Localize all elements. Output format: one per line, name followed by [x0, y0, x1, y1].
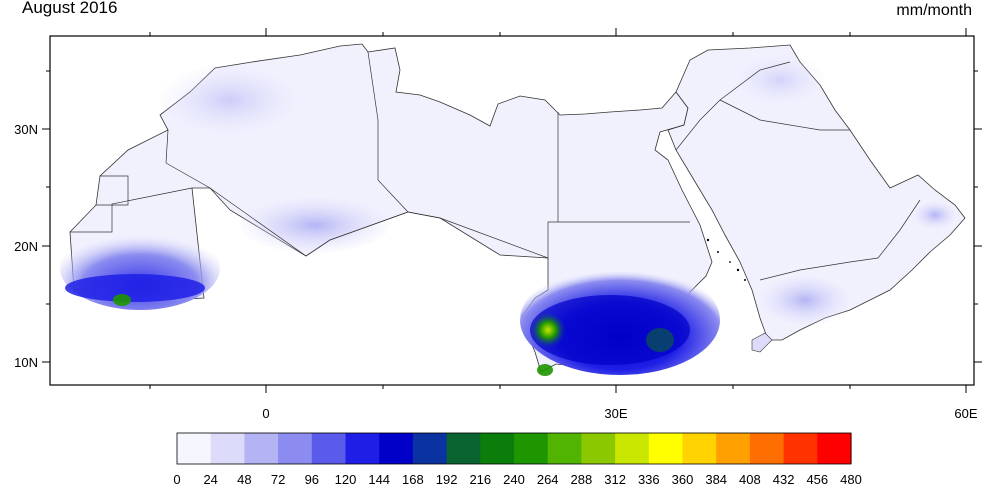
- lon-label-0: 0: [262, 406, 269, 421]
- colorbar-label: 408: [739, 472, 761, 486]
- colorbar-swatch: [311, 433, 347, 464]
- colorbar-label: 288: [571, 472, 593, 486]
- lat-label-20n: 20N: [14, 239, 38, 254]
- colorbar-label: 144: [368, 472, 390, 486]
- colorbar: 0 24 48 72 96 120 144 168 192 216 240 264 288 312 336 3…: [173, 432, 862, 486]
- colorbar-swatch: [278, 433, 313, 464]
- colorbar-swatches: [177, 433, 852, 464]
- colorbar-swatch: [412, 433, 448, 464]
- colorbar-label: 216: [469, 472, 491, 486]
- colorbar-swatch: [177, 433, 212, 464]
- colorbar-label: 456: [806, 472, 828, 486]
- colorbar-swatch: [817, 433, 852, 464]
- colorbar-label: 312: [604, 472, 626, 486]
- colorbar-label: 96: [305, 472, 319, 486]
- colorbar-swatch: [547, 433, 582, 464]
- lon-label-60e: 60E: [954, 406, 977, 421]
- map-title: August 2016: [22, 0, 118, 17]
- colorbar-labels: 0 24 48 72 96 120 144 168 192 216 240 264 288 312 336 3…: [173, 472, 861, 486]
- colorbar-label: 120: [335, 472, 357, 486]
- colorbar-label: 192: [436, 472, 458, 486]
- colorbar-swatch: [682, 433, 717, 464]
- colorbar-swatch: [749, 433, 785, 464]
- colorbar-swatch: [244, 433, 279, 464]
- colorbar-label: 24: [203, 472, 217, 486]
- colorbar-swatch: [345, 433, 380, 464]
- lat-label-30n: 30N: [14, 122, 38, 137]
- colorbar-label: 168: [402, 472, 424, 486]
- colorbar-label: 336: [638, 472, 660, 486]
- colorbar-label: 384: [705, 472, 727, 486]
- country-borders: [70, 51, 921, 281]
- colorbar-label: 48: [237, 472, 251, 486]
- colorbar-swatch: [615, 433, 650, 464]
- colorbar-label: 0: [173, 472, 180, 486]
- lon-label-30e: 30E: [604, 406, 627, 421]
- lat-label-10n: 10N: [14, 355, 38, 370]
- red-sea-islands: [706, 238, 746, 281]
- precip-field: [60, 55, 957, 376]
- colorbar-label: 480: [840, 472, 862, 486]
- colorbar-swatch: [716, 433, 751, 464]
- socotra-island: [751, 332, 773, 353]
- colorbar-frame: [176, 432, 852, 465]
- colorbar-label: 72: [271, 472, 285, 486]
- colorbar-label: 264: [537, 472, 559, 486]
- colorbar-swatch: [581, 433, 616, 464]
- colorbar-swatch: [783, 433, 818, 464]
- colorbar-swatch: [446, 433, 481, 464]
- colorbar-label: 360: [672, 472, 694, 486]
- units-label: mm/month: [896, 2, 972, 19]
- colorbar-label: 240: [503, 472, 525, 486]
- colorbar-swatch: [514, 433, 549, 464]
- colorbar-label: 432: [773, 472, 795, 486]
- colorbar-swatch: [379, 433, 414, 464]
- colorbar-swatch: [480, 433, 515, 464]
- axis-ticks: [42, 28, 982, 393]
- colorbar-swatch: [648, 433, 684, 464]
- colorbar-swatch: [210, 433, 245, 464]
